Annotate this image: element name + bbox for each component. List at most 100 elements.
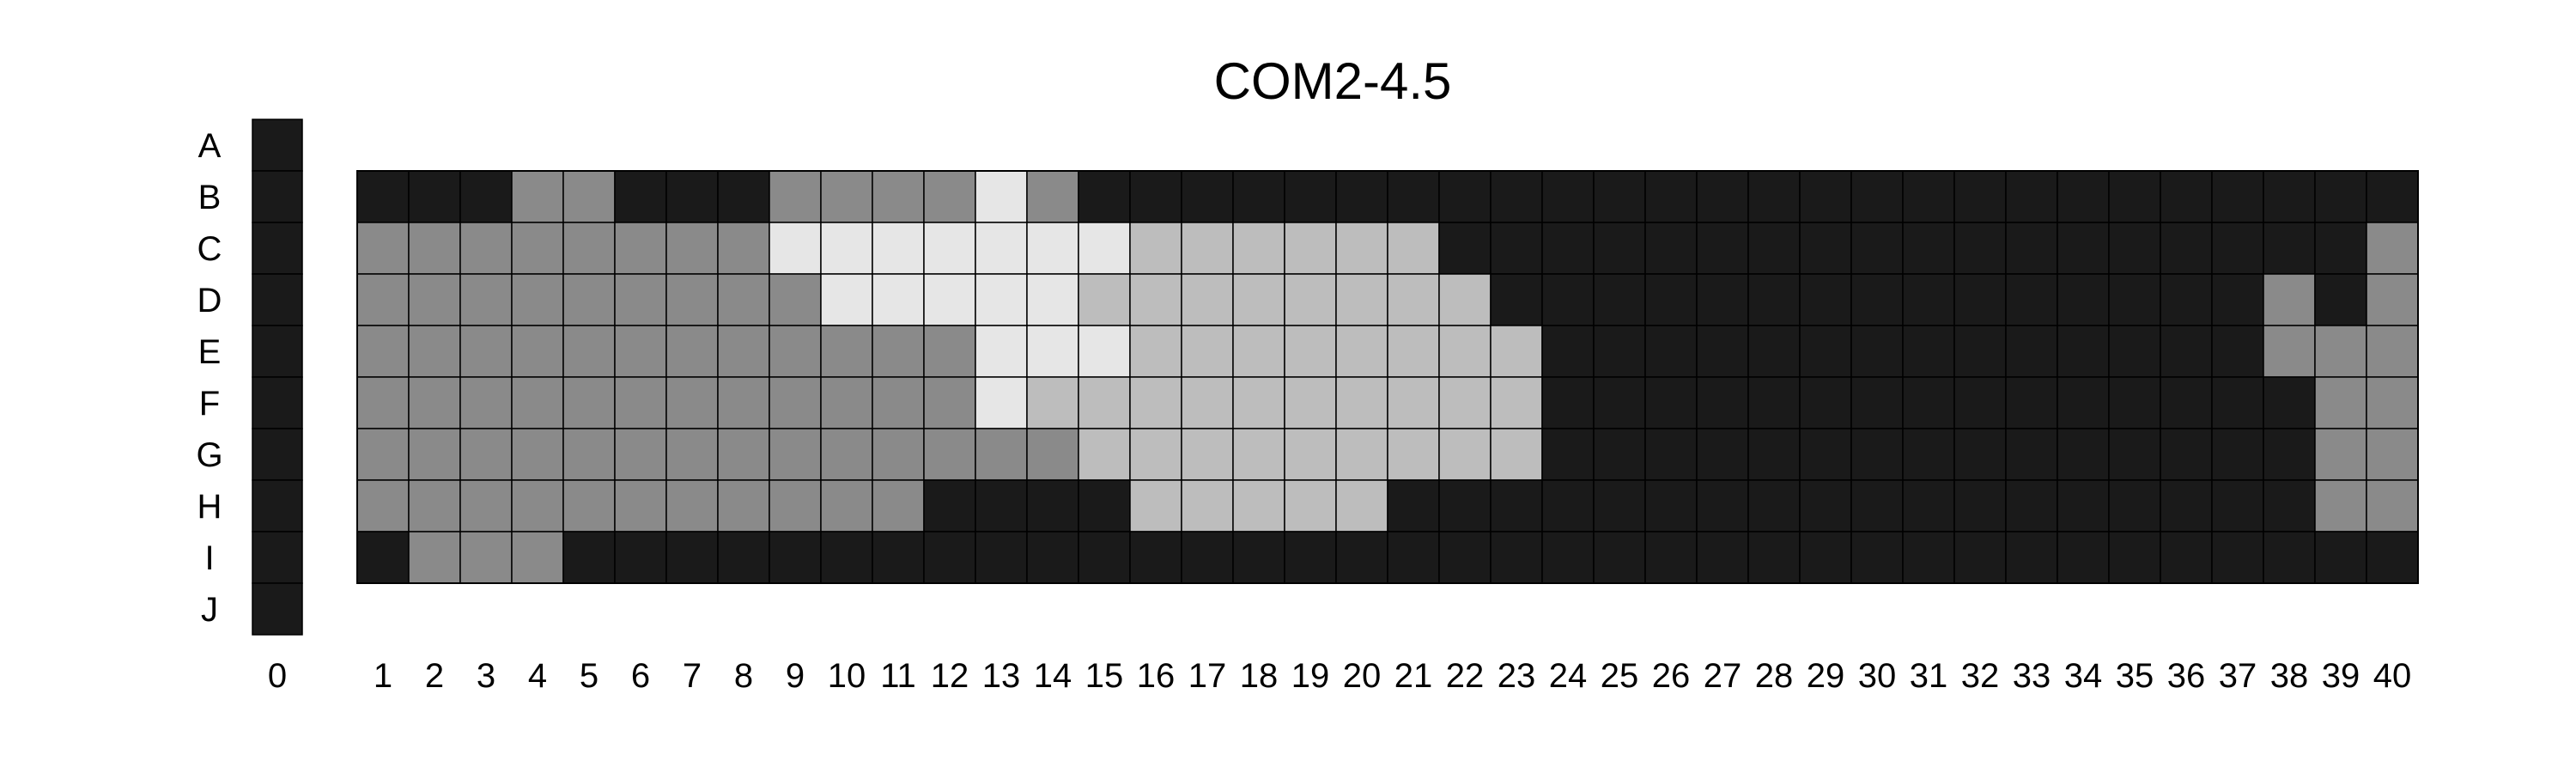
heatmap-cell-F26 <box>1644 376 1698 429</box>
heatmap-cell-D24 <box>1541 273 1595 326</box>
column-label-25: 25 <box>1601 657 1639 695</box>
heatmap-cell-E17 <box>1181 325 1234 378</box>
heatmap-cell-B24 <box>1541 170 1595 223</box>
heatmap-cell-I30 <box>1850 531 1904 584</box>
heatmap-cell-H35 <box>2108 479 2161 533</box>
column-label-19: 19 <box>1291 657 1330 695</box>
heatmap-cell-C17 <box>1181 222 1234 275</box>
heatmap-cell-B34 <box>2057 170 2110 223</box>
heatmap-cell-G21 <box>1387 428 1440 481</box>
heatmap-cell-C21 <box>1387 222 1440 275</box>
heatmap-cell-G31 <box>1902 428 1955 481</box>
heatmap-cell-F14 <box>1026 376 1079 429</box>
column-label-10: 10 <box>828 657 866 695</box>
heatmap-cell-F7 <box>665 376 719 429</box>
heatmap-grid <box>356 170 2419 584</box>
heatmap-cell-D15 <box>1078 273 1131 326</box>
heatmap-cell-I0 <box>252 531 303 584</box>
column-label-22: 22 <box>1446 657 1485 695</box>
column-label-40: 40 <box>2373 657 2412 695</box>
row-label-E: E <box>198 333 222 371</box>
heatmap-cell-B4 <box>511 170 564 223</box>
column-label-9: 9 <box>786 657 805 695</box>
heatmap-cell-B1 <box>356 170 410 223</box>
heatmap-cell-B14 <box>1026 170 1079 223</box>
heatmap-cell-H37 <box>2211 479 2264 533</box>
heatmap-cell-D36 <box>2160 273 2213 326</box>
column-label-36: 36 <box>2167 657 2206 695</box>
heatmap-cell-E27 <box>1696 325 1749 378</box>
heatmap-cell-E16 <box>1129 325 1182 378</box>
heatmap-cell-H40 <box>2366 479 2419 533</box>
heatmap-cell-H34 <box>2057 479 2110 533</box>
heatmap-cell-F27 <box>1696 376 1749 429</box>
heatmap-cell-I17 <box>1181 531 1234 584</box>
heatmap-cell-F40 <box>2366 376 2419 429</box>
heatmap-cell-H36 <box>2160 479 2213 533</box>
heatmap-cell-D30 <box>1850 273 1904 326</box>
heatmap-cell-D29 <box>1799 273 1852 326</box>
heatmap-cell-C27 <box>1696 222 1749 275</box>
heatmap-cell-E18 <box>1232 325 1285 378</box>
heatmap-cell-D31 <box>1902 273 1955 326</box>
heatmap-cell-J0 <box>252 582 303 636</box>
heatmap-cell-B39 <box>2314 170 2367 223</box>
column-label-3: 3 <box>477 657 495 695</box>
heatmap-cell-B7 <box>665 170 719 223</box>
heatmap-cell-H31 <box>1902 479 1955 533</box>
heatmap-cell-G22 <box>1438 428 1492 481</box>
heatmap-cell-E13 <box>975 325 1028 378</box>
heatmap-cell-E3 <box>459 325 513 378</box>
heatmap-cell-H17 <box>1181 479 1234 533</box>
column-label-39: 39 <box>2322 657 2360 695</box>
heatmap-cell-B37 <box>2211 170 2264 223</box>
heatmap-cell-D39 <box>2314 273 2367 326</box>
heatmap-cell-H38 <box>2263 479 2316 533</box>
row-label-J: J <box>201 591 218 629</box>
heatmap-cell-I25 <box>1593 531 1646 584</box>
heatmap-cell-B28 <box>1747 170 1801 223</box>
heatmap-cell-C33 <box>2005 222 2058 275</box>
heatmap-cell-E10 <box>820 325 873 378</box>
heatmap-cell-F10 <box>820 376 873 429</box>
heatmap-cell-H27 <box>1696 479 1749 533</box>
heatmap-cell-F13 <box>975 376 1028 429</box>
heatmap-cell-E23 <box>1490 325 1543 378</box>
heatmap-cell-C19 <box>1284 222 1337 275</box>
heatmap-cell-B35 <box>2108 170 2161 223</box>
column-label-5: 5 <box>580 657 598 695</box>
heatmap-cell-B20 <box>1335 170 1388 223</box>
heatmap-cell-G24 <box>1541 428 1595 481</box>
heatmap-cell-F24 <box>1541 376 1595 429</box>
heatmap-cell-C32 <box>1953 222 2007 275</box>
heatmap-cell-C36 <box>2160 222 2213 275</box>
heatmap-cell-F17 <box>1181 376 1234 429</box>
heatmap-cell-I12 <box>923 531 976 584</box>
heatmap-cell-D10 <box>820 273 873 326</box>
heatmap-cell-F28 <box>1747 376 1801 429</box>
heatmap-cell-C6 <box>614 222 667 275</box>
heatmap-cell-H16 <box>1129 479 1182 533</box>
heatmap-cell-G8 <box>717 428 770 481</box>
heatmap-cell-F33 <box>2005 376 2058 429</box>
heatmap-cell-E26 <box>1644 325 1698 378</box>
heatmap-cell-C14 <box>1026 222 1079 275</box>
heatmap-cell-D38 <box>2263 273 2316 326</box>
heatmap-cell-I39 <box>2314 531 2367 584</box>
heatmap-cell-B36 <box>2160 170 2213 223</box>
heatmap-cell-C34 <box>2057 222 2110 275</box>
heatmap-cell-F20 <box>1335 376 1388 429</box>
heatmap-cell-C35 <box>2108 222 2161 275</box>
heatmap-cell-B9 <box>769 170 822 223</box>
heatmap-cell-H6 <box>614 479 667 533</box>
heatmap-cell-I23 <box>1490 531 1543 584</box>
heatmap-cell-E40 <box>2366 325 2419 378</box>
column-label-30: 30 <box>1858 657 1897 695</box>
heatmap-cell-B11 <box>872 170 925 223</box>
heatmap-cell-I33 <box>2005 531 2058 584</box>
heatmap-cell-F8 <box>717 376 770 429</box>
heatmap-cell-H11 <box>872 479 925 533</box>
heatmap-cell-I31 <box>1902 531 1955 584</box>
heatmap-cell-E9 <box>769 325 822 378</box>
heatmap-cell-G16 <box>1129 428 1182 481</box>
